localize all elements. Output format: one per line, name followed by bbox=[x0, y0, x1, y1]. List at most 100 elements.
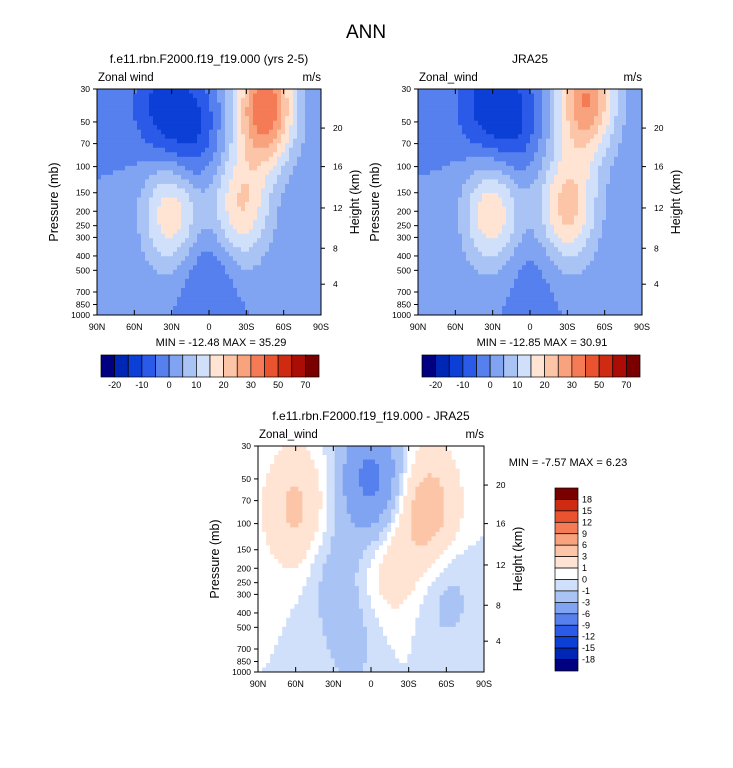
field-cell bbox=[125, 98, 130, 104]
field-cell bbox=[470, 202, 475, 208]
field-cell bbox=[438, 229, 443, 235]
field-cell bbox=[273, 179, 278, 185]
field-cell bbox=[133, 278, 138, 284]
field-cell bbox=[177, 152, 182, 158]
field-cell bbox=[129, 233, 134, 239]
field-cell bbox=[426, 251, 431, 257]
field-cell bbox=[149, 192, 154, 199]
field-cell bbox=[438, 161, 443, 167]
field-cell bbox=[570, 247, 575, 253]
field-cell bbox=[201, 183, 206, 190]
field-cell bbox=[257, 116, 262, 122]
field-cell bbox=[109, 296, 114, 303]
field-cell bbox=[285, 296, 290, 303]
units-label: m/s bbox=[302, 72, 321, 84]
field-cell bbox=[149, 161, 154, 167]
field-cell bbox=[213, 287, 218, 293]
field-cell bbox=[157, 125, 162, 131]
field-cell bbox=[209, 102, 214, 108]
field-cell bbox=[482, 256, 487, 262]
field-cell bbox=[550, 134, 555, 140]
colorbar-swatch bbox=[127, 354, 143, 378]
field-cell bbox=[157, 147, 162, 153]
field-cell bbox=[450, 229, 455, 235]
field-cell bbox=[474, 256, 479, 262]
field-cell bbox=[578, 220, 583, 226]
field-cell bbox=[450, 156, 455, 162]
field-cell bbox=[518, 197, 523, 203]
field-cell bbox=[446, 278, 451, 284]
field-cell bbox=[197, 233, 202, 239]
field-cell bbox=[209, 170, 214, 176]
field-cell bbox=[281, 265, 286, 271]
field-cell bbox=[574, 233, 579, 239]
field-cell bbox=[482, 202, 487, 208]
field-cell bbox=[474, 242, 479, 248]
field-cell bbox=[185, 107, 190, 113]
y-axis-label: Pressure (mb) bbox=[47, 162, 61, 241]
field-cell bbox=[458, 296, 463, 303]
field-cell bbox=[510, 174, 515, 180]
field-cell bbox=[277, 265, 282, 271]
field-cell bbox=[502, 165, 507, 171]
field-cell bbox=[117, 143, 122, 149]
field-cell bbox=[133, 256, 138, 262]
field-cell bbox=[261, 206, 266, 212]
field-cell bbox=[149, 278, 154, 284]
field-cell bbox=[466, 143, 471, 149]
field-cell bbox=[422, 287, 427, 293]
field-cell bbox=[117, 242, 122, 248]
field-cell bbox=[217, 161, 222, 167]
field-cell bbox=[574, 179, 579, 185]
field-cell bbox=[133, 192, 138, 199]
field-cell bbox=[265, 287, 270, 293]
field-cell bbox=[205, 224, 210, 230]
field-cell bbox=[470, 211, 475, 217]
field-cell bbox=[269, 138, 274, 144]
y2-tick-label: 16 bbox=[333, 162, 343, 172]
field-cell bbox=[117, 310, 122, 315]
field-cell bbox=[502, 89, 507, 95]
field-cell bbox=[121, 301, 126, 307]
field-cell bbox=[285, 197, 290, 203]
field-cell bbox=[458, 156, 463, 162]
field-cell bbox=[145, 283, 150, 289]
field-cell bbox=[582, 202, 587, 208]
field-cell bbox=[149, 287, 154, 293]
field-cell bbox=[293, 188, 298, 194]
colorbar-swatch bbox=[264, 354, 279, 378]
field-cell bbox=[566, 188, 571, 194]
field-cell bbox=[526, 220, 531, 226]
field-cell bbox=[161, 179, 166, 185]
field-cell bbox=[514, 183, 519, 190]
field-cell bbox=[269, 233, 274, 239]
field-cell bbox=[570, 265, 575, 271]
field-cell bbox=[538, 89, 543, 95]
field-cell bbox=[157, 224, 162, 230]
field-cell bbox=[109, 220, 114, 226]
field-cell bbox=[470, 238, 475, 244]
field-cell bbox=[157, 260, 162, 266]
field-cell bbox=[169, 134, 174, 140]
field-cell bbox=[418, 183, 423, 190]
field-cell bbox=[125, 93, 130, 99]
field-cell bbox=[113, 296, 118, 303]
field-cell bbox=[474, 292, 479, 298]
field-cell bbox=[526, 102, 531, 108]
field-cell bbox=[161, 143, 166, 149]
field-cell bbox=[237, 224, 242, 230]
field-cell bbox=[225, 165, 230, 171]
field-cell bbox=[225, 301, 230, 307]
field-cell bbox=[161, 206, 166, 212]
field-cell bbox=[301, 238, 306, 244]
field-cell bbox=[542, 147, 547, 153]
field-cell bbox=[422, 274, 427, 280]
field-cell bbox=[305, 138, 310, 144]
field-cell bbox=[101, 265, 106, 271]
field-cell bbox=[506, 129, 511, 135]
field-cell bbox=[474, 310, 479, 315]
field-cell bbox=[317, 301, 321, 307]
field-cell bbox=[245, 310, 250, 315]
field-cell bbox=[514, 274, 519, 280]
field-cell bbox=[157, 179, 162, 185]
